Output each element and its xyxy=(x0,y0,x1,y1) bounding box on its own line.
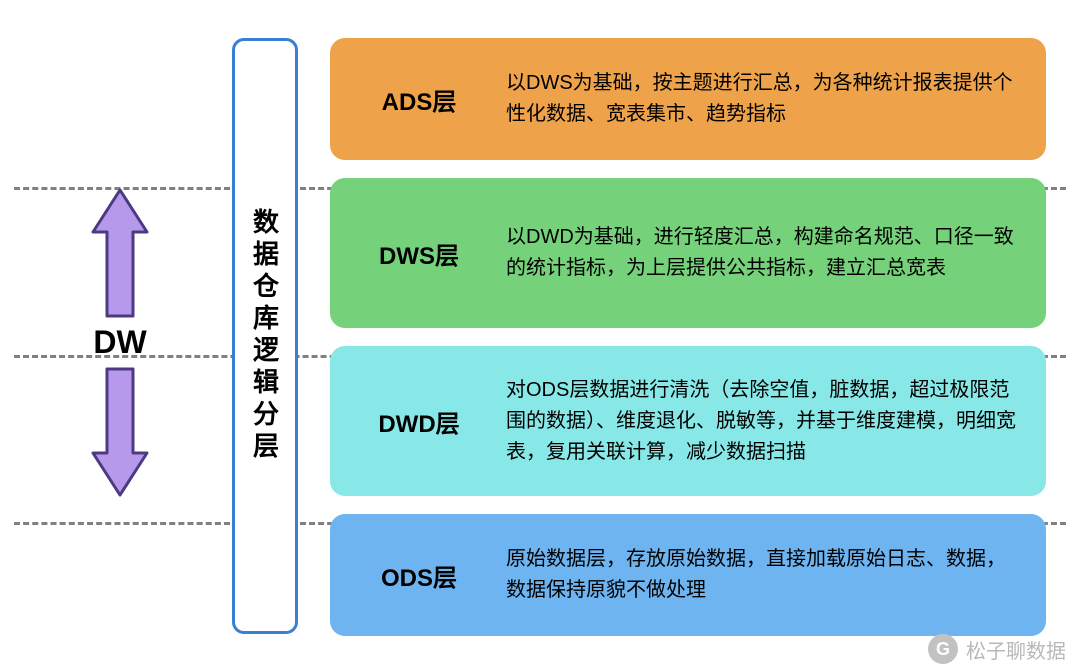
layer-ads: ADS层 以DWS为基础，按主题进行汇总，为各种统计报表提供个性化数据、宽表集市… xyxy=(330,38,1046,160)
layer-ods-desc: 原始数据层，存放原始数据，直接加载原始日志、数据，数据保持原貌不做处理 xyxy=(506,544,1020,606)
layer-ods: ODS层 原始数据层，存放原始数据，直接加载原始日志、数据，数据保持原貌不做处理 xyxy=(330,514,1046,636)
vertical-title: 数据仓库逻辑分层 xyxy=(247,208,284,464)
layer-ads-label: ADS层 xyxy=(356,82,482,117)
layer-dws: DWS层 以DWD为基础，进行轻度汇总，构建命名规范、口径一致的统计指标，为上层… xyxy=(330,178,1046,328)
diagram-container: DW 数据仓库逻辑分层 ADS层 以DWS为基础，按主题进行汇总，为各种统计报表… xyxy=(0,0,1080,672)
layer-dws-label: DWS层 xyxy=(356,236,482,271)
vertical-title-box: 数据仓库逻辑分层 xyxy=(232,38,298,634)
watermark-text: 松子聊数据 xyxy=(966,635,1066,664)
arrow-up-icon xyxy=(89,188,151,318)
arrow-down-shape xyxy=(93,369,147,495)
layer-dwd-label: DWD层 xyxy=(356,404,482,439)
layer-ods-label: ODS层 xyxy=(356,558,482,593)
arrow-down-icon xyxy=(89,367,151,497)
arrow-up-shape xyxy=(93,190,147,316)
layer-ads-desc: 以DWS为基础，按主题进行汇总，为各种统计报表提供个性化数据、宽表集市、趋势指标 xyxy=(506,68,1020,130)
watermark-icon: G xyxy=(928,634,958,664)
watermark: G 松子聊数据 xyxy=(928,634,1066,664)
layer-dwd-desc: 对ODS层数据进行清洗（去除空值，脏数据，超过极限范围的数据）、维度退化、脱敏等… xyxy=(506,375,1020,468)
dashed-line-3-left xyxy=(14,522,230,525)
layer-dwd: DWD层 对ODS层数据进行清洗（去除空值，脏数据，超过极限范围的数据）、维度退… xyxy=(330,346,1046,496)
layer-dws-desc: 以DWD为基础，进行轻度汇总，构建命名规范、口径一致的统计指标，为上层提供公共指… xyxy=(506,222,1020,284)
dw-column: DW xyxy=(60,188,180,497)
dw-label: DW xyxy=(93,324,146,361)
layer-list: ADS层 以DWS为基础，按主题进行汇总，为各种统计报表提供个性化数据、宽表集市… xyxy=(330,38,1046,636)
